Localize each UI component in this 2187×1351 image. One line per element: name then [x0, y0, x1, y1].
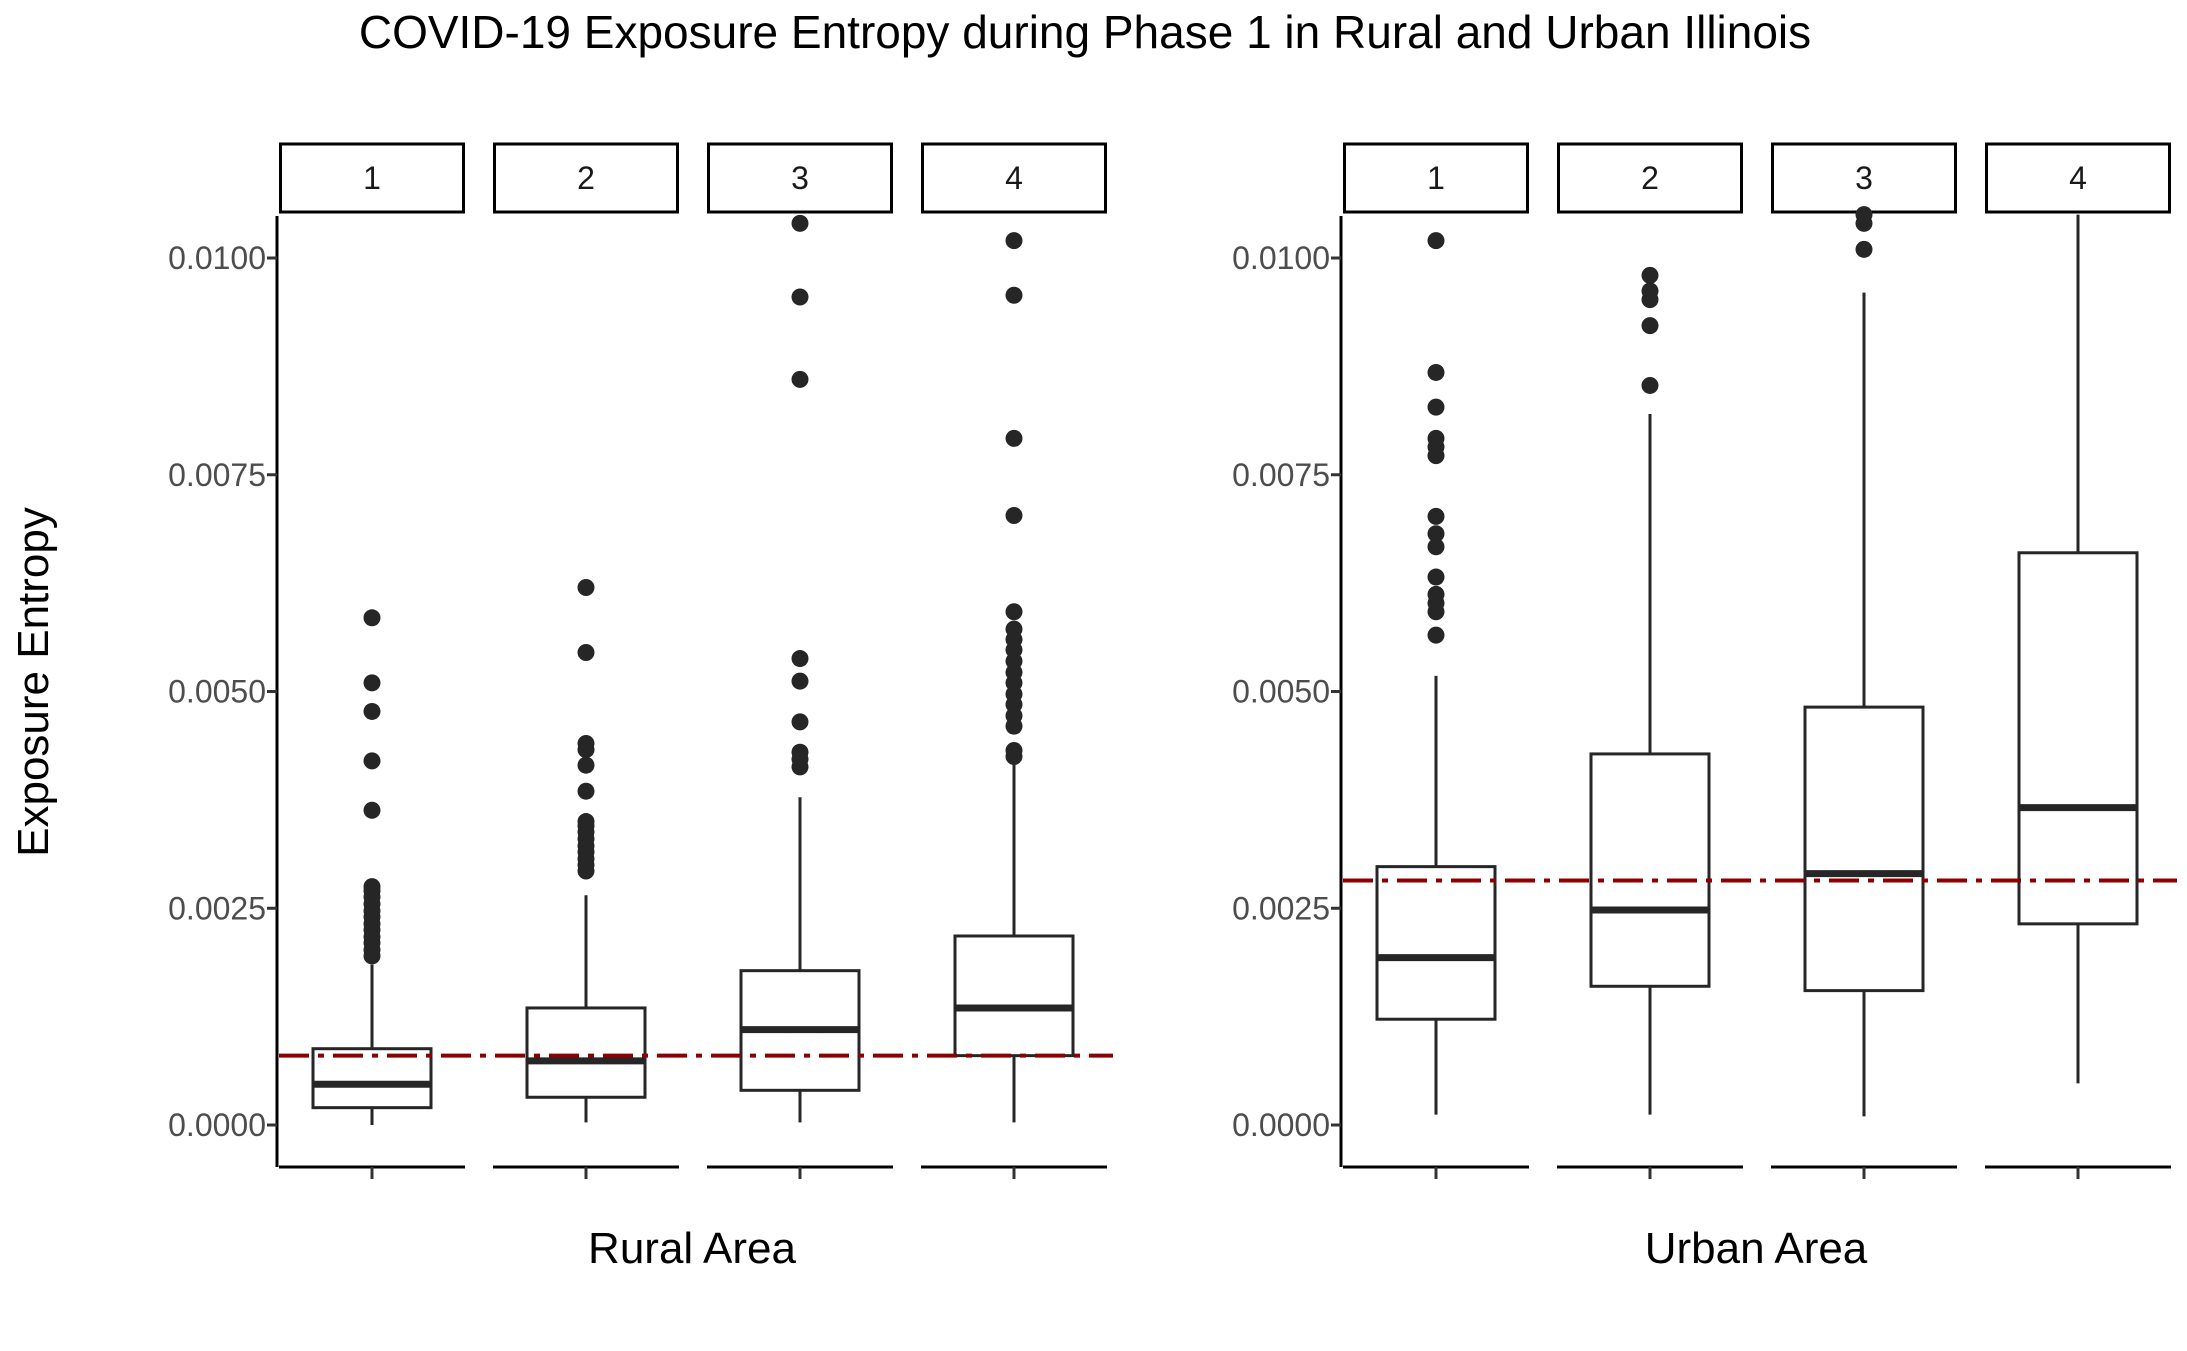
outlier-point	[1427, 363, 1445, 381]
outlier-point	[1641, 376, 1659, 394]
box	[525, 1006, 647, 1099]
facet-strip-label: 1	[1427, 160, 1445, 196]
facet-strip	[1557, 142, 1743, 214]
y-tick-label: 0.0000	[1232, 1107, 1330, 1143]
outlier-point	[791, 650, 809, 668]
y-tick-label: 0.0000	[168, 1107, 266, 1143]
y-tick-label: 0.0025	[1232, 890, 1330, 926]
x-axis-title: Rural Area	[588, 1224, 796, 1273]
outlier-point	[1427, 507, 1445, 525]
facet-strip	[921, 142, 1107, 214]
outlier-point	[363, 752, 381, 770]
y-tick-label: 0.0075	[168, 457, 266, 493]
outlier-point	[363, 609, 381, 627]
outlier-point	[363, 702, 381, 720]
outlier-point	[1005, 232, 1023, 250]
y-tick-label: 0.0075	[1232, 457, 1330, 493]
outlier-point	[1005, 429, 1023, 447]
facet-3: 3	[707, 142, 893, 1179]
box	[1589, 752, 1711, 988]
panel-urban-area: 0.0000 0.0025 0.0050 0.0075 0.0100 1 2 3 4 Urban …	[1232, 142, 2177, 1273]
outlier-point	[791, 370, 809, 388]
outlier-point	[577, 862, 595, 880]
outlier-point	[1427, 398, 1445, 416]
box	[1803, 705, 1925, 993]
box	[1375, 865, 1497, 1021]
panels: 0.0000 0.0025 0.0050 0.0075 0.0100 1 2 3 4 Rural …	[168, 142, 2177, 1273]
outlier-point	[1427, 447, 1445, 465]
outlier-point	[363, 947, 381, 965]
outlier-point	[791, 672, 809, 690]
y-tick-label: 0.0100	[1232, 240, 1330, 276]
box	[2017, 551, 2139, 926]
outlier-point	[577, 578, 595, 596]
outlier-point	[363, 801, 381, 819]
outlier-point	[363, 674, 381, 692]
facet-strip-label: 2	[577, 160, 595, 196]
panel-rural-area: 0.0000 0.0025 0.0050 0.0075 0.0100 1 2 3 4 Rural …	[168, 142, 1113, 1273]
facet-2: 2	[1557, 142, 1743, 1179]
x-axis-title: Urban Area	[1645, 1224, 1868, 1273]
outlier-point	[1427, 232, 1445, 250]
outlier-point	[1005, 748, 1023, 766]
facet-1: 1	[1343, 142, 1529, 1179]
outlier-point	[791, 214, 809, 232]
facet-strip	[279, 142, 465, 214]
facet-strip-label: 4	[1005, 160, 1023, 196]
chart-title: COVID-19 Exposure Entropy during Phase 1…	[359, 6, 1811, 58]
outlier-point	[1005, 603, 1023, 621]
outlier-point	[1855, 240, 1873, 258]
facet-strip	[1343, 142, 1529, 214]
outlier-point	[1005, 717, 1023, 735]
facet-1: 1	[279, 142, 465, 1179]
facet-strip-label: 1	[363, 160, 381, 196]
facet-strip-label: 3	[1855, 160, 1873, 196]
facet-strip-label: 3	[791, 160, 809, 196]
y-tick-label: 0.0050	[168, 674, 266, 710]
outlier-point	[1641, 317, 1659, 335]
outlier-point	[1427, 538, 1445, 556]
y-tick-label: 0.0100	[168, 240, 266, 276]
outlier-point	[791, 713, 809, 731]
outlier-point	[1005, 506, 1023, 524]
outlier-point	[1427, 525, 1445, 543]
outlier-point	[577, 741, 595, 759]
facet-strip	[1985, 142, 2171, 214]
y-tick-label: 0.0050	[1232, 674, 1330, 710]
y-tick-label: 0.0025	[168, 890, 266, 926]
outlier-point	[791, 288, 809, 306]
facet-2: 2	[493, 142, 679, 1179]
box	[311, 1047, 433, 1110]
facet-strip	[707, 142, 893, 214]
facet-3: 3	[1771, 142, 1957, 1179]
outlier-point	[1427, 568, 1445, 586]
facet-strip-label: 2	[1641, 160, 1659, 196]
facet-strip	[1771, 142, 1957, 214]
outlier-point	[1427, 603, 1445, 621]
outlier-point	[1641, 291, 1659, 309]
outlier-point	[1855, 214, 1873, 232]
facet-4: 4	[921, 142, 1107, 1179]
y-axis-title: Exposure Entropy	[9, 507, 58, 857]
outlier-point	[1427, 626, 1445, 644]
outlier-point	[791, 758, 809, 776]
outlier-point	[577, 643, 595, 661]
box	[953, 934, 1075, 1058]
outlier-point	[577, 756, 595, 774]
outlier-point	[1005, 286, 1023, 304]
facet-strip-label: 4	[2069, 160, 2087, 196]
facet-4: 4	[1985, 142, 2171, 1179]
facet-strip	[493, 142, 679, 214]
outlier-point	[577, 782, 595, 800]
outlier-point	[1641, 266, 1659, 284]
